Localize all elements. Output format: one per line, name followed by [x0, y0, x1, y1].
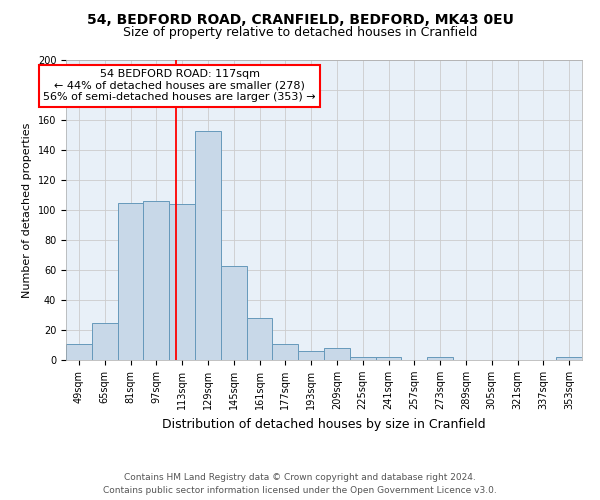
Bar: [169, 204, 195, 360]
Bar: [221, 266, 247, 360]
Bar: [324, 348, 350, 360]
Text: 54, BEDFORD ROAD, CRANFIELD, BEDFORD, MK43 0EU: 54, BEDFORD ROAD, CRANFIELD, BEDFORD, MK…: [86, 12, 514, 26]
Bar: [92, 322, 118, 360]
Bar: [376, 357, 401, 360]
Bar: [66, 344, 92, 360]
Bar: [556, 357, 582, 360]
Y-axis label: Number of detached properties: Number of detached properties: [22, 122, 32, 298]
Bar: [247, 318, 272, 360]
Bar: [143, 201, 169, 360]
X-axis label: Distribution of detached houses by size in Cranfield: Distribution of detached houses by size …: [162, 418, 486, 430]
Text: Size of property relative to detached houses in Cranfield: Size of property relative to detached ho…: [123, 26, 477, 39]
Bar: [118, 202, 143, 360]
Text: 54 BEDFORD ROAD: 117sqm
← 44% of detached houses are smaller (278)
56% of semi-d: 54 BEDFORD ROAD: 117sqm ← 44% of detache…: [43, 69, 316, 102]
Bar: [195, 130, 221, 360]
Text: Contains public sector information licensed under the Open Government Licence v3: Contains public sector information licen…: [103, 486, 497, 495]
Bar: [350, 357, 376, 360]
Bar: [272, 344, 298, 360]
Text: Contains HM Land Registry data © Crown copyright and database right 2024.: Contains HM Land Registry data © Crown c…: [124, 474, 476, 482]
Bar: [427, 357, 453, 360]
Bar: [298, 351, 324, 360]
